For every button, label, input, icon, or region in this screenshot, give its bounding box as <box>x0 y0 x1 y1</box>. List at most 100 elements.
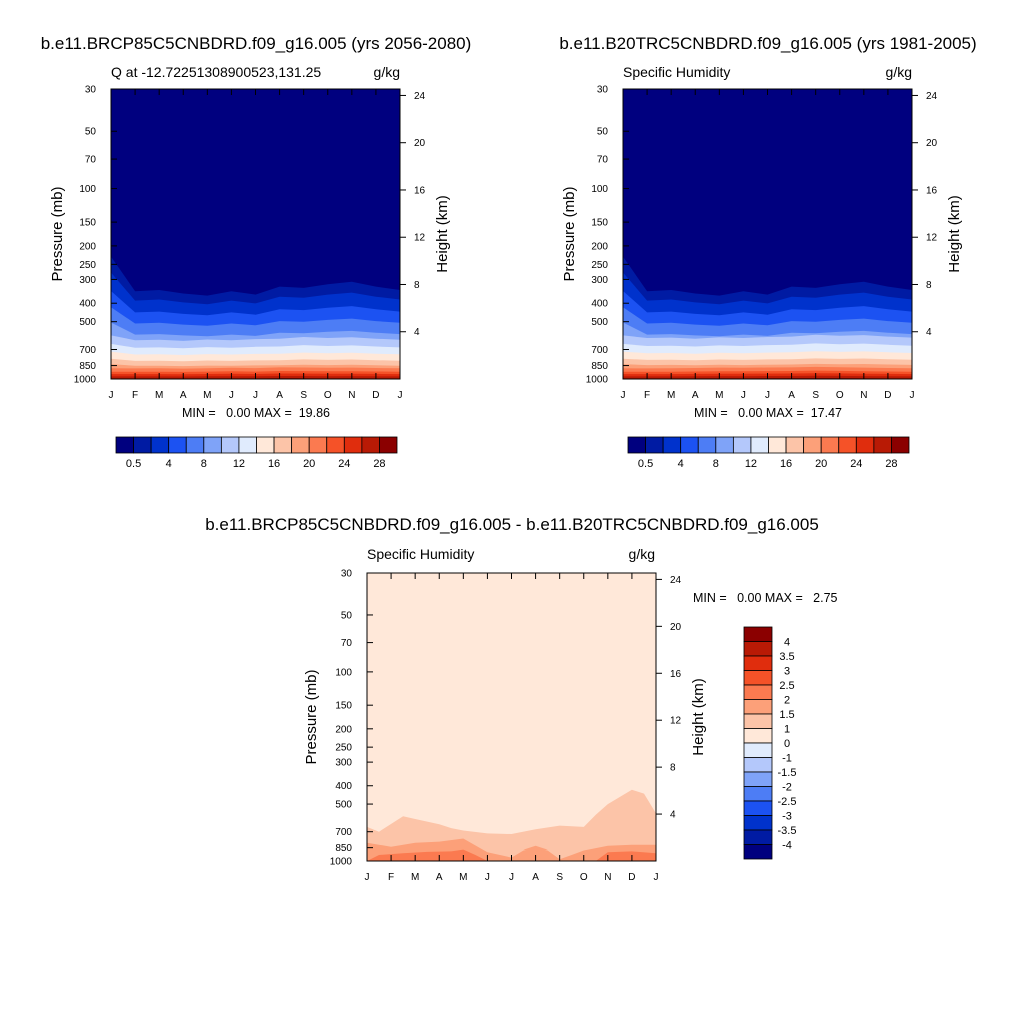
y-tick-label: 200 <box>335 724 352 735</box>
x-tick-label: J <box>741 390 746 401</box>
stats-label: MIN = 0.00 MAX = 19.86 <box>182 406 330 420</box>
x-tick-label: M <box>459 872 467 883</box>
x-tick-label: A <box>692 390 699 401</box>
colorbar-label: 8 <box>713 458 719 470</box>
panel-subtitle-right: g/kg <box>629 546 655 562</box>
colorbar-swatch <box>873 436 892 454</box>
colorbar-label: 16 <box>268 458 280 470</box>
x-tick-label: J <box>109 390 114 401</box>
stats-label: MIN = 0.00 MAX = 17.47 <box>694 406 842 420</box>
y-tick-label: 700 <box>79 345 96 356</box>
height-tick-label: 12 <box>926 233 938 244</box>
x-tick-label: F <box>132 390 138 401</box>
colorbar-swatch <box>627 436 646 454</box>
y-tick-label: 100 <box>335 667 352 678</box>
colorbar-swatch <box>743 641 773 657</box>
colorbar-swatch <box>785 436 805 454</box>
colorbar-swatch <box>743 626 773 642</box>
x-tick-label: O <box>836 390 844 401</box>
colorbar-label: -2 <box>782 782 792 794</box>
colorbar-swatch <box>326 436 345 454</box>
colorbar-swatch <box>838 436 857 454</box>
colorbar-swatch <box>820 436 840 454</box>
y-tick-label: 100 <box>591 184 608 195</box>
colorbar-label: 20 <box>303 458 315 470</box>
colorbar-label: 3.5 <box>779 651 794 663</box>
height-tick-label: 16 <box>926 185 938 196</box>
y-tick-label: 70 <box>341 638 353 649</box>
colorbar-swatch <box>743 815 773 831</box>
contour-field <box>111 89 400 379</box>
x-tick-label: S <box>556 872 563 883</box>
plot-area: J F M A M J J A S O N D J 30 50 70 100 150 200 250 300 400 500… <box>74 85 426 402</box>
y-tick-label: 400 <box>335 781 352 792</box>
x-tick-label: J <box>485 872 490 883</box>
x-tick-label: M <box>667 390 675 401</box>
x-tick-label: D <box>372 390 379 401</box>
y-tick-label: 300 <box>335 758 352 769</box>
colorbar-swatch <box>185 436 205 454</box>
colorbar-swatch <box>291 436 310 454</box>
y-tick-label: 150 <box>335 701 352 712</box>
colorbar-swatch <box>743 728 773 744</box>
colorbar-swatch <box>743 757 773 773</box>
colorbar-swatch <box>803 436 822 454</box>
stats-label: MIN = 0.00 MAX = 2.75 <box>693 591 838 605</box>
height-tick-label: 8 <box>414 280 420 291</box>
panel-subtitle-left: Specific Humidity <box>623 64 730 80</box>
x-tick-label: D <box>884 390 891 401</box>
x-tick-label: A <box>788 390 795 401</box>
y-tick-label: 1000 <box>330 857 353 868</box>
colorbar-label: 3 <box>784 666 790 678</box>
colorbar-label: -1 <box>782 753 792 765</box>
x-tick-label: O <box>580 872 588 883</box>
contour-band <box>367 849 488 861</box>
x-tick-label: J <box>398 390 403 401</box>
colorbar-label: 12 <box>745 458 757 470</box>
height-tick-label: 16 <box>414 185 426 196</box>
y-tick-label: 1000 <box>586 375 609 386</box>
x-tick-label: J <box>765 390 770 401</box>
plot-area: J F M A M J J A S O N D J 30 50 70 100 150 200 250 300 400 500… <box>330 569 682 884</box>
colorbar-label: 28 <box>373 458 385 470</box>
colorbar-swatch <box>308 436 328 454</box>
colorbar-swatch <box>273 436 293 454</box>
colorbar-swatch <box>743 699 773 715</box>
y-tick-label: 500 <box>591 317 608 328</box>
x-tick-label: J <box>621 390 626 401</box>
height-tick-label: 24 <box>670 575 682 586</box>
panel-title: b.e11.B20TRC5CNBDRD.f09_g16.005 (yrs 198… <box>559 34 976 53</box>
colorbar-label: 2.5 <box>779 680 794 692</box>
x-tick-label: O <box>324 390 332 401</box>
colorbar-swatch <box>168 436 187 454</box>
colorbar-swatch <box>743 670 773 686</box>
colorbar-label: -3.5 <box>778 825 797 837</box>
y-tick-label: 850 <box>335 843 352 854</box>
x-tick-label: F <box>644 390 650 401</box>
panel-historical: b.e11.B20TRC5CNBDRD.f09_g16.005 (yrs 198… <box>559 34 976 470</box>
colorbar-label: -4 <box>782 840 792 852</box>
colorbar-label: 0.5 <box>126 458 141 470</box>
colorbar-swatch <box>743 786 773 802</box>
colorbar-swatch <box>743 829 773 845</box>
height-tick-label: 4 <box>926 327 932 338</box>
contour-band <box>595 851 656 861</box>
y-tick-label: 50 <box>341 610 353 621</box>
y-tick-label: 500 <box>79 317 96 328</box>
contour-field <box>623 89 912 379</box>
x-tick-label: A <box>532 872 539 883</box>
x-tick-label: N <box>860 390 867 401</box>
y-tick-label: 700 <box>591 345 608 356</box>
x-tick-label: A <box>180 390 187 401</box>
colorbar-swatch <box>238 436 257 454</box>
panel-subtitle-left: Q at -12.72251308900523,131.25 <box>111 64 321 80</box>
height-tick-label: 20 <box>926 138 938 149</box>
colorbar-swatch <box>743 771 773 787</box>
height-tick-label: 4 <box>414 327 420 338</box>
y-axis-label: Pressure (mb) <box>49 186 66 281</box>
height-tick-label: 16 <box>670 669 682 680</box>
contour-band <box>523 845 548 853</box>
y-tick-label: 250 <box>79 260 96 271</box>
colorbar-label: -1.5 <box>778 767 797 779</box>
colorbar-swatch <box>743 684 773 700</box>
